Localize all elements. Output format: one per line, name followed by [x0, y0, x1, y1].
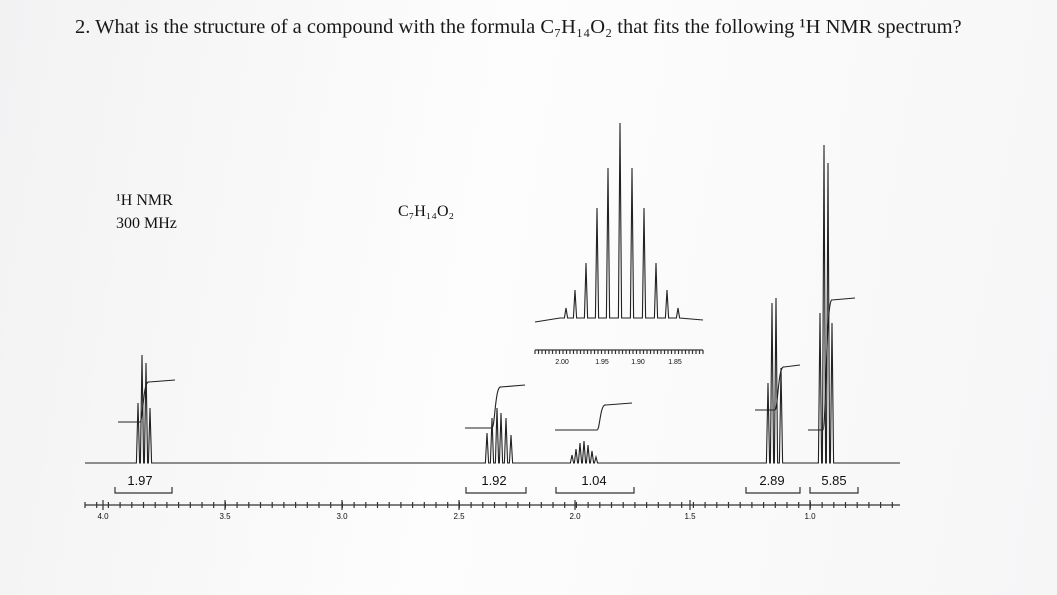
integral-label: 2.89 — [759, 473, 784, 488]
integral-bracket — [809, 487, 859, 494]
integral-label: 5.85 — [821, 473, 846, 488]
integral-curve — [118, 379, 176, 423]
inset-axis-label: 1.90 — [631, 359, 645, 366]
inset-axis-label: 1.95 — [595, 359, 609, 366]
axis-label: 1.5 — [684, 512, 696, 521]
integral-bracket — [555, 487, 635, 494]
integral-curve — [465, 384, 526, 429]
inset-axis-label: 2.00 — [555, 359, 569, 366]
formula-label: C₇H₁₄O₂ — [398, 203, 454, 220]
axis-label: 4.0 — [97, 512, 109, 521]
integral-curve — [555, 402, 633, 431]
spectrum-trace — [85, 144, 900, 464]
inset-trace — [534, 122, 704, 323]
axis-label: 2.5 — [453, 512, 465, 521]
axis-label: 3.5 — [219, 512, 231, 521]
axis-label: 1.0 — [804, 512, 816, 521]
integral-label: 1.97 — [127, 473, 152, 488]
integral-curve — [808, 297, 856, 431]
inset-axis-label: 1.85 — [668, 359, 682, 366]
nucleus-label: ¹H NMR — [116, 192, 173, 209]
question-text: 2. What is the structure of a compound w… — [75, 16, 962, 38]
axis-label: 2.0 — [569, 512, 581, 521]
axis-label: 3.0 — [336, 512, 348, 521]
integral-label: 1.92 — [481, 473, 506, 488]
integral-label: 1.04 — [581, 473, 606, 488]
integral-bracket — [745, 487, 801, 494]
integral-bracket — [114, 487, 173, 494]
integral-bracket — [465, 487, 527, 494]
frequency-label: 300 MHz — [116, 215, 177, 232]
integral-curve — [755, 364, 801, 411]
